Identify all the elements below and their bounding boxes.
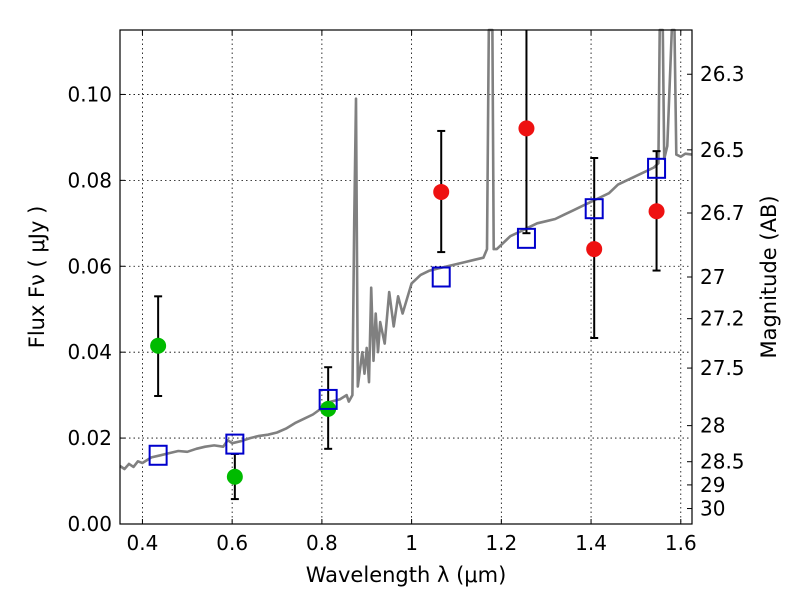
data-point [150,337,167,354]
data-point [433,183,450,200]
y-tick-label: 0.02 [67,426,112,450]
y-tick-label: 0.10 [67,82,112,106]
model-point [584,198,604,220]
x-tick-label: 1.6 [665,531,697,555]
x-axis-label: Wavelength λ (μm) [306,563,507,587]
x-tick-label: 0.4 [127,531,159,555]
y2-tick-label: 30 [700,497,725,521]
model-spectrum [119,28,693,471]
data-points [148,120,667,485]
y2-axis-label: Magnitude (AB) [757,195,781,358]
x-tick-label: 0.8 [306,531,338,555]
data-point [586,241,603,258]
data-point [648,203,665,220]
y-axis-ticks: 0.00 0.02 0.04 0.06 0.08 0.10 [67,82,125,536]
grid-lines [120,30,692,525]
y2-tick-label: 27 [700,265,725,289]
y-tick-label: 0.08 [67,168,112,192]
y-axis-label: Flux Fν ( μJy ) [25,206,49,349]
y-tick-label: 0.04 [67,340,112,364]
y-tick-label: 0.06 [67,254,112,278]
y2-tick-label: 28.5 [700,450,745,474]
model-point [647,157,667,179]
y2-tick-label: 26.7 [700,201,745,225]
data-point [226,468,243,485]
model-point [318,388,338,410]
y2-tick-label: 29 [700,473,725,497]
x-tick-label: 1.4 [575,531,607,555]
y2-tick-label: 27.5 [700,356,745,380]
error-bars [154,30,661,501]
x-tick-label: 1 [405,531,418,555]
y2-tick-label: 27.2 [700,307,745,331]
model-point [431,266,451,288]
y-tick-label: 0.00 [67,512,112,536]
y2-tick-label: 28 [700,414,725,438]
data-point [518,120,535,137]
x-axis-ticks: 0.4 0.6 0.8 1 1.2 1.4 1.6 [127,30,697,555]
model-point [516,227,536,249]
model-spectrum-line [119,28,693,471]
model-point [225,433,245,455]
y2-tick-label: 26.5 [700,138,745,162]
model-point [148,444,168,466]
x-tick-label: 0.6 [216,531,248,555]
x-tick-label: 1.2 [485,531,517,555]
plot-frame [119,29,693,525]
y2-tick-label: 26.3 [700,62,745,86]
